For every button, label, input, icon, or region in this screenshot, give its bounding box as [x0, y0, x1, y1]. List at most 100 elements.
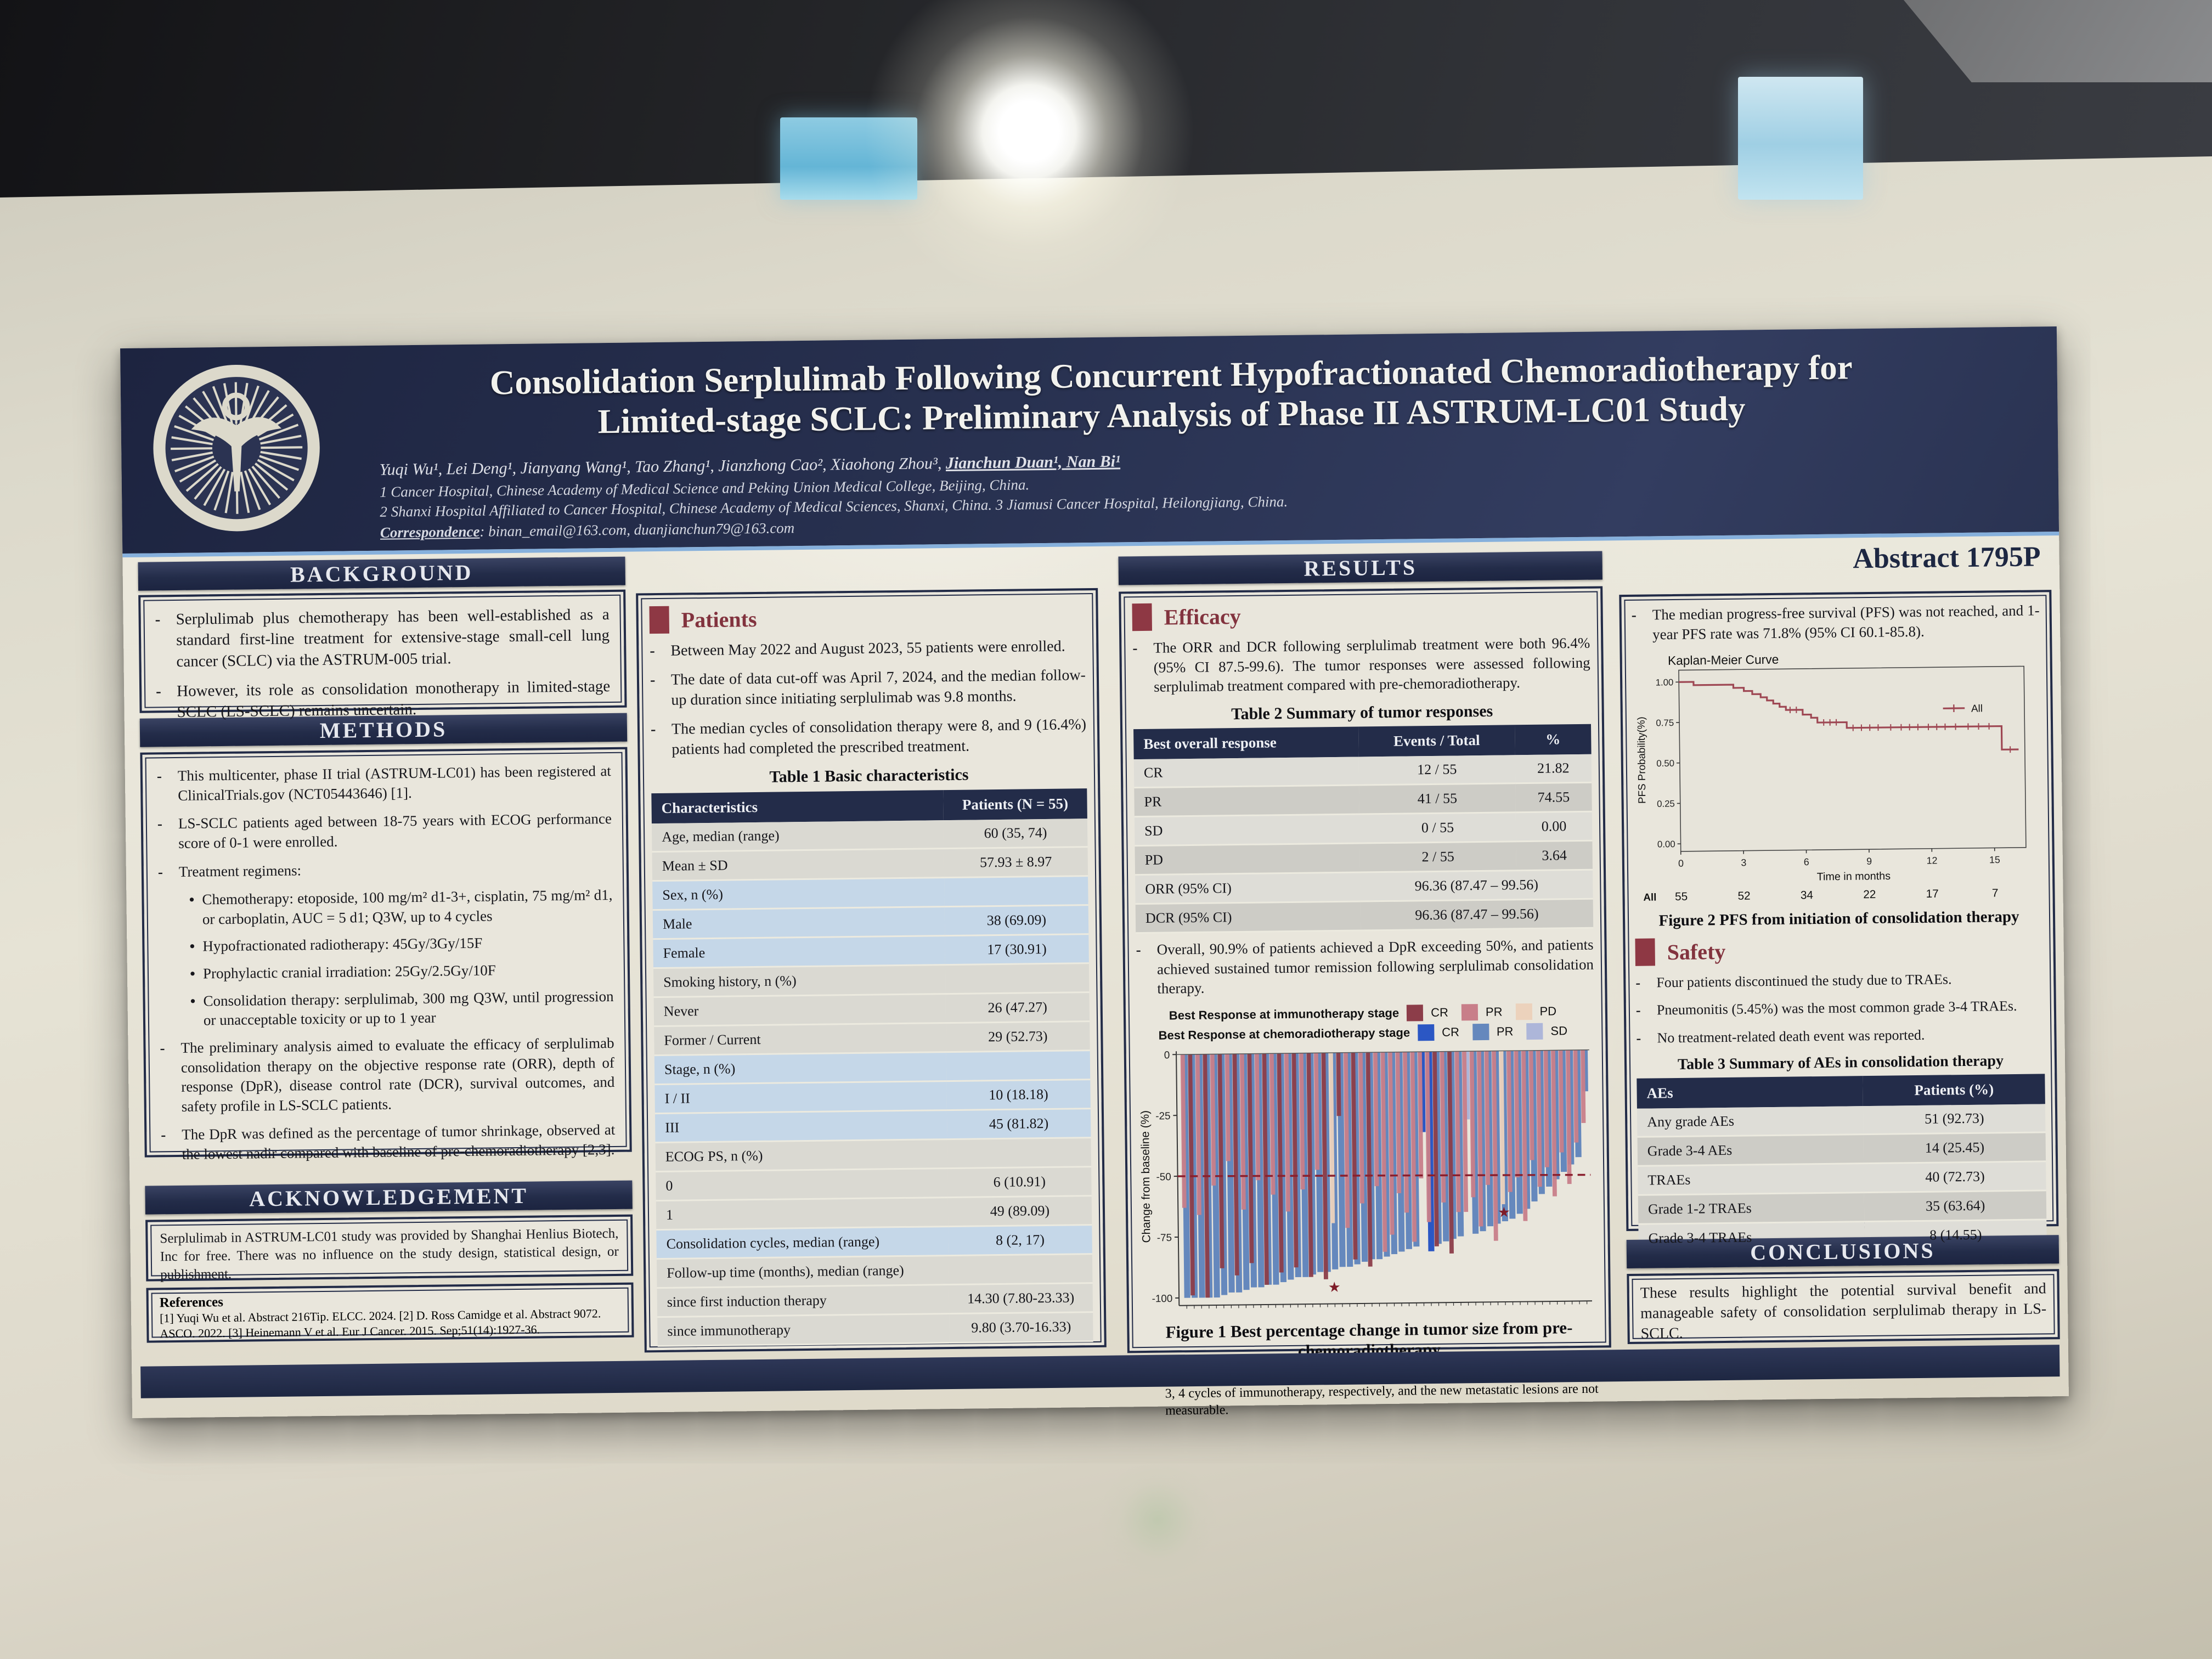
- legend-swatch-icon: [1472, 1023, 1489, 1040]
- table-cell: Any grade AEs: [1637, 1106, 1864, 1137]
- acknowledgement-box: Serplulimab in ASTRUM-LC01 study was pro…: [145, 1214, 634, 1282]
- column-background-methods: BACKGROUND - Serplulimab plus chemotherap…: [138, 556, 634, 1343]
- references-text: [1] Yuqi Wu et al. Abstract 216Tip. ELCC…: [159, 1306, 601, 1340]
- bullet-item: - The DpR was defined as the percentage o…: [161, 1120, 616, 1165]
- dash-bullet-icon: -: [157, 863, 163, 880]
- table-row: III 45 (81.82): [654, 1108, 1091, 1143]
- table-cell: 74.55: [1515, 782, 1592, 812]
- table-cell: 12 / 55: [1358, 755, 1516, 785]
- table-row: Smoking history, n (%): [653, 963, 1090, 997]
- sub-bullet-text: Prophylactic cranial irradiation: 25Gy/2…: [202, 962, 496, 982]
- sub-bullet-item: • Chemotherapy: etoposide, 100 mg/m² d1-3…: [181, 885, 613, 929]
- dot-bullet-icon: •: [190, 992, 196, 1009]
- legend-label: Best Response at chemoradiotherapy stage: [1158, 1025, 1410, 1042]
- svg-text:52: 52: [1737, 890, 1750, 902]
- legend-swatch-icon: [1406, 1004, 1424, 1022]
- conclusions-box: These results highlight the potential su…: [1627, 1269, 2060, 1345]
- bullet-text: LS-SCLC patients aged between 18-75 year…: [178, 810, 612, 851]
- svg-text:0: 0: [1164, 1049, 1170, 1060]
- patients-bullets: - Between May 2022 and August 2023, 55 pa…: [650, 636, 1086, 760]
- table-cell: 45 (81.82): [946, 1108, 1091, 1139]
- svg-text:1.00: 1.00: [1656, 678, 1674, 688]
- legend-key: PD: [1539, 1004, 1557, 1018]
- table1-title: Table 1 Basic characteristics: [769, 765, 969, 786]
- red-square-icon: [1132, 603, 1153, 631]
- bullet-item: - The median cycles of consolidation ther…: [651, 715, 1087, 760]
- table-cell: [945, 963, 1090, 994]
- conclusions-text: These results highlight the potential su…: [1640, 1280, 2047, 1342]
- bullet-text: Between May 2022 and August 2023, 55 pat…: [670, 637, 1065, 659]
- svg-text:55: 55: [1675, 890, 1688, 903]
- table-cell: [947, 1137, 1092, 1169]
- table-cell: 0: [656, 1168, 948, 1201]
- table-row: Former / Current 29 (52.73): [654, 1021, 1090, 1056]
- efficacy-bullet-1-text: The ORR and DCR following serplulimab tr…: [1153, 634, 1590, 696]
- efficacy-bullet-2-text: Overall, 90.9% of patients achieved a Dp…: [1156, 936, 1594, 997]
- sub-bullet-item: • Prophylactic cranial irradiation: 25Gy/…: [182, 960, 613, 984]
- svg-text:Kaplan-Meier Curve: Kaplan-Meier Curve: [1668, 652, 1779, 668]
- dash-bullet-icon: -: [1636, 1030, 1641, 1046]
- table-cell: TRAEs: [1638, 1163, 1865, 1195]
- bullet-item: - Pneumonitis (5.45%) was the most common…: [1636, 997, 2044, 1020]
- column-header: Events / Total: [1358, 725, 1515, 757]
- dash-bullet-icon: -: [1631, 606, 1637, 623]
- figure1-legend: Best Response at immunotherapy stage CR PR…: [1137, 1002, 1595, 1043]
- correspondence-emails: : binan_email@163.com, duanjianchun79@16…: [479, 520, 795, 540]
- table-row: 1 49 (89.09): [656, 1195, 1092, 1230]
- table-cell: 35 (63.64): [1864, 1190, 2047, 1222]
- table-cell: 6 (10.91): [947, 1166, 1092, 1198]
- skylight-window-1: [780, 117, 917, 200]
- bullet-text: Pneumonitis (5.45%) was the most common …: [1656, 998, 2017, 1018]
- table-cell: Consolidation cycles, median (range): [656, 1226, 949, 1259]
- table-cell: PD: [1135, 843, 1360, 875]
- table-row: Never 26 (47.27): [653, 992, 1090, 1026]
- bullet-text: The median cycles of consolidation thera…: [671, 716, 1087, 758]
- svg-text:-50: -50: [1156, 1171, 1171, 1182]
- table2-tumor-responses: Best overall response Events / Total% CR 12…: [1133, 724, 1594, 934]
- km-svg: Kaplan-Meier Curve 0.00 0.25 0.50 0.75 1.00 0 3…: [1635, 652, 2027, 903]
- table-row: since first induction therapy 14.30 (7.80…: [657, 1283, 1093, 1317]
- table-cell: 8 (2, 17): [948, 1224, 1092, 1256]
- dash-bullet-icon: -: [1635, 1002, 1641, 1019]
- poster-header: Consolidation Serplulimab Following Conc…: [120, 326, 2059, 558]
- bullet-item: - This multicenter, phase II trial (ASTRU…: [157, 761, 612, 806]
- table-cell: Mean ± SD: [652, 848, 944, 881]
- table-cell: Female: [653, 935, 945, 968]
- table-cell: Former / Current: [654, 1023, 946, 1056]
- table-row: I / II 10 (18.18): [654, 1079, 1091, 1114]
- bullet-text: No treatment-related death event was rep…: [1657, 1026, 1925, 1046]
- table-row: CR 12 / 55 21.82: [1133, 754, 1592, 788]
- table-cell: Smoking history, n (%): [653, 964, 946, 997]
- table-row: Grade 1-2 TRAEs 35 (63.64): [1638, 1190, 2047, 1224]
- table-cell: 17 (30.91): [945, 934, 1089, 965]
- bullet-item: - Four patients discontinued the study du…: [1635, 969, 2044, 992]
- column-survival-safety: - The median progress-free survival (PFS…: [1619, 590, 2060, 1345]
- legend-key: PR: [1496, 1024, 1514, 1039]
- bullet-text: This multicenter, phase II trial (ASTRUM…: [177, 762, 612, 804]
- table-cell: Sex, n (%): [652, 877, 945, 910]
- legend-swatch-icon: [1417, 1024, 1435, 1041]
- column-header: %: [1514, 724, 1592, 755]
- column-efficacy: RESULTS Efficacy - The ORR and DCR follo…: [1118, 551, 1611, 1418]
- dot-bullet-icon: •: [189, 891, 195, 908]
- bullet-item: - Treatment regimens:: [158, 857, 612, 882]
- table-cell: 51 (92.73): [1863, 1104, 2046, 1135]
- sub-bullet-text: Chemotherapy: etoposide, 100 mg/m² d1-3+…: [202, 887, 613, 928]
- waterfall-svg: 0 -25 -50 -75 -100 Change from baseline (%) ★ ★: [1139, 1049, 1593, 1309]
- table2-title: Table 2 Summary of tumor responses: [1231, 702, 1493, 724]
- dash-bullet-icon: -: [155, 682, 162, 701]
- table-cell: 41 / 55: [1359, 783, 1516, 814]
- legend-key: CR: [1441, 1025, 1460, 1039]
- table-row: Any grade AEs 51 (92.73): [1637, 1104, 2046, 1137]
- dash-bullet-icon: -: [157, 815, 163, 832]
- table-cell: 49 (89.09): [947, 1195, 1092, 1227]
- sub-bullet-item: • Consolidation therapy: serplulimab, 300…: [182, 987, 614, 1031]
- bullet-text: The DpR was defined as the percentage of…: [182, 1121, 616, 1163]
- table-cell: 40 (72.73): [1864, 1161, 2046, 1193]
- figure1-waterfall-chart: 0 -25 -50 -75 -100 Change from baseline (%) ★ ★: [1137, 1042, 1598, 1319]
- patients-box: Patients - Between May 2022 and August 20…: [636, 588, 1107, 1353]
- table-header-row: Characteristics Patients (N = 55): [651, 788, 1087, 823]
- table-cell: 2 / 55: [1359, 841, 1516, 872]
- patients-heading: Patients: [649, 601, 1085, 634]
- dash-bullet-icon: -: [1132, 640, 1138, 657]
